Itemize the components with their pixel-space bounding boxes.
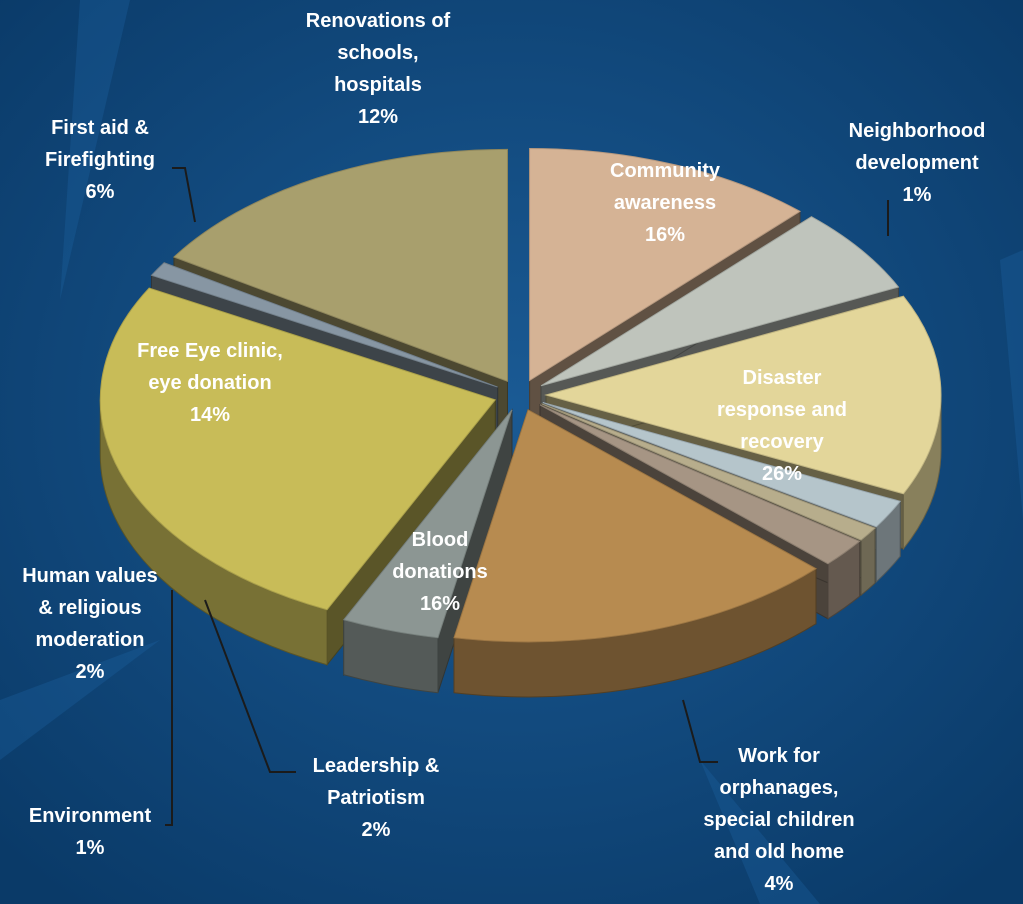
slice-top [539,404,861,565]
background-shape [60,0,130,300]
slice-percent: 26% [762,463,802,485]
slice-top [541,403,876,541]
slice-label: Environment 1% [29,805,152,859]
slice-top [529,147,801,382]
slice-label-line: Free Eye clinic, [137,340,283,362]
slice-percent: 16% [420,593,460,615]
slice-label-line: Environment [29,805,152,827]
slice-top [150,262,498,388]
slice-percent: 16% [645,224,685,246]
slice-top [99,287,497,611]
leader-line [682,699,718,763]
slice-label-line: schools, [337,42,418,64]
slice-label-line: First aid & [51,117,149,139]
slice-label-line: donations [392,561,488,583]
slice-label-line: Human values [22,565,158,587]
leader-line [172,167,196,223]
pie-slice [453,408,817,698]
slice-labels: Community awareness 16% Neighborhood develop… [22,10,985,895]
slice-label-line: & religious [38,597,141,619]
pie-slices [99,147,942,698]
leader-lines [165,167,889,826]
slice-label-line: eye donation [148,372,271,394]
slice-top [173,148,508,383]
slice-percent: 1% [903,184,932,206]
slice-percent: 14% [190,404,230,426]
slice-top [542,402,902,528]
slice-label-line: Firefighting [45,149,155,171]
slice-label-line: Renovations of [306,10,451,32]
background-shape [0,640,160,760]
background-shape [700,760,820,904]
slice-label-line: Work for [738,745,820,767]
slice-label-line: Neighborhood [849,120,986,142]
slice-label-line: special children [703,809,854,831]
leader-line [165,590,173,826]
slice-top [453,409,817,643]
leader-line [204,599,296,773]
slice-percent: 4% [765,873,794,895]
slice-label-line: and old home [714,841,844,863]
slice-label-line: Blood [412,529,469,551]
slice-label: Renovations of schools, hospitals 12% [306,10,451,128]
slice-percent: 1% [76,837,105,859]
slice-label-line: response and [717,399,847,421]
slice-label: Leadership & Patriotism 2% [313,755,440,841]
slice-percent: 2% [362,819,391,841]
slice-label: Neighborhood development 1% [849,120,986,206]
slice-label: First aid & Firefighting 6% [45,117,155,203]
pie-slice [342,408,513,694]
slice-label-line: recovery [740,431,824,453]
slice-label-line: Community [610,160,721,182]
background-shape [1000,250,1023,520]
slice-label-line: Patriotism [327,787,425,809]
slice-label: Work for orphanages, special children and o… [703,745,854,895]
slice-label: Blood donations 16% [392,529,488,615]
slice-percent: 2% [76,661,105,683]
slice-label-line: Disaster [743,367,822,389]
slice-label-line: awareness [614,192,716,214]
slice-percent: 6% [86,181,115,203]
slice-label-line: orphanages, [720,777,839,799]
slice-top [544,295,942,495]
slice-label: Free Eye clinic, eye donation 14% [137,340,283,426]
slice-percent: 12% [358,106,398,128]
slice-label: Community awareness 16% [610,160,721,246]
slice-label-line: development [855,152,979,174]
slice-top [342,409,513,639]
slice-label: Disaster response and recovery 26% [717,367,847,485]
slice-label-line: Leadership & [313,755,440,777]
slice-top [540,216,900,387]
slice-label-line: moderation [36,629,145,651]
slice-label: Human values & religious moderation 2% [22,565,158,683]
slice-label-line: hospitals [334,74,422,96]
